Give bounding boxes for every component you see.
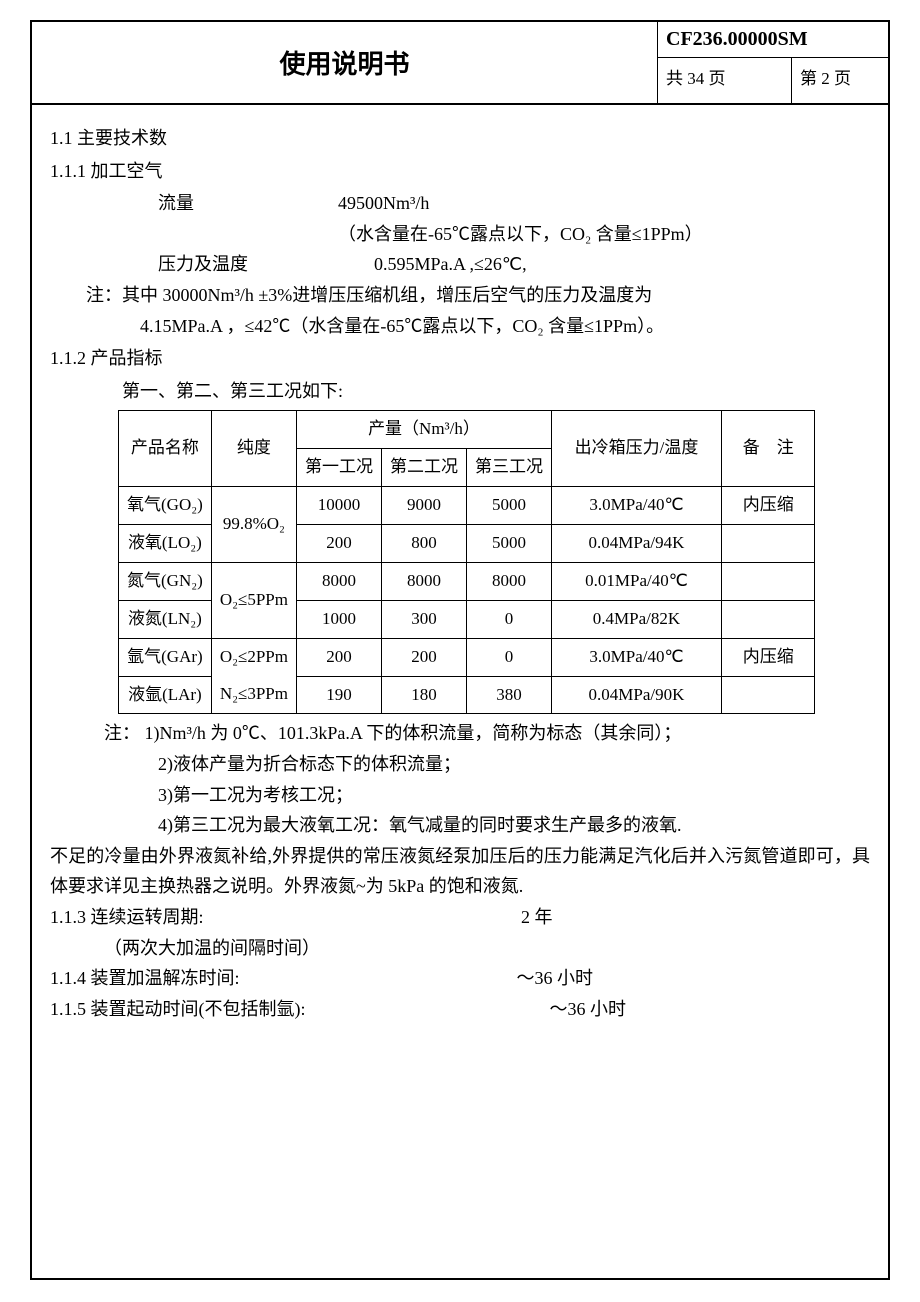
- flow-value: 49500Nm³/h: [338, 188, 429, 219]
- note-1-text: 1)Nm³/h 为 0℃、101.3kPa.A 下的体积流量，简称为标态（其余同…: [145, 723, 682, 743]
- page-number: 第 2 页: [792, 58, 888, 103]
- cell-c3: 8000: [466, 562, 551, 600]
- cell-c2: 8000: [381, 562, 466, 600]
- cell-remark: [721, 676, 815, 714]
- table-row: 氧气(GO₂) 99.8%O₂ 10000 9000 5000 3.0MPa/4…: [119, 487, 815, 525]
- cell-c1: 1000: [296, 600, 381, 638]
- section-1-1-1: 1.1.1 加工空气: [50, 156, 870, 187]
- cell-name: 液氩(LAr): [119, 676, 212, 714]
- cell-c2: 800: [381, 525, 466, 563]
- press-label: 压力及温度: [50, 249, 374, 280]
- cell-c1: 190: [296, 676, 381, 714]
- s115-value: ～36 小时: [306, 994, 871, 1025]
- cell-purity: 99.8%O₂: [211, 487, 296, 563]
- cell-remark: 内压缩: [721, 487, 815, 525]
- cell-purity: O₂≤2PPm: [211, 638, 296, 676]
- cell-name: 液氮(LN₂): [119, 600, 212, 638]
- flow-line: 流量 49500Nm³/h: [50, 188, 870, 219]
- flow-note: （水含量在-65℃露点以下，CO₂ 含量≤1PPm）: [50, 219, 870, 250]
- main-note-2: 4.15MPa.A ，≤42℃（水含量在-65℃露点以下，CO₂ 含量≤1PPm…: [50, 311, 870, 342]
- cell-pt: 0.04MPa/94K: [551, 525, 721, 563]
- cell-remark: [721, 600, 815, 638]
- cell-c3: 0: [466, 600, 551, 638]
- header: 使用说明书 CF236.00000SM 共 34 页 第 2 页: [32, 22, 888, 105]
- cell-c1: 200: [296, 525, 381, 563]
- s114-label: 1.1.4 装置加温解冻时间:: [50, 963, 240, 994]
- header-pages: 共 34 页 第 2 页: [658, 58, 888, 103]
- cell-c3: 5000: [466, 525, 551, 563]
- s114-value: ～36 小时: [240, 963, 870, 994]
- document-code: CF236.00000SM: [658, 22, 888, 58]
- cell-c2: 200: [381, 638, 466, 676]
- section-1-1-4: 1.1.4 装置加温解冻时间: ～36 小时: [50, 963, 870, 994]
- cell-c1: 10000: [296, 487, 381, 525]
- s115-label: 1.1.5 装置起动时间(不包括制氩):: [50, 994, 306, 1025]
- table-intro: 第一、第二、第三工况如下:: [50, 376, 870, 407]
- cell-c2: 9000: [381, 487, 466, 525]
- s113-sub: （两次大加温的间隔时间）: [50, 933, 870, 964]
- table-row: 氩气(GAr) O₂≤2PPm 200 200 0 3.0MPa/40℃ 内压缩: [119, 638, 815, 676]
- col-remark: 备 注: [721, 411, 815, 487]
- col-c3: 第三工况: [466, 449, 551, 487]
- table-row: 液氩(LAr) N₂≤3PPm 190 180 380 0.04MPa/90K: [119, 676, 815, 714]
- cell-c2: 180: [381, 676, 466, 714]
- cell-pt: 0.04MPa/90K: [551, 676, 721, 714]
- cell-purity-2: N₂≤3PPm: [211, 676, 296, 714]
- content: 1.1 主要技术数 1.1.1 加工空气 流量 49500Nm³/h （水含量在…: [32, 105, 888, 1040]
- note-3: 3)第一工况为考核工况；: [50, 780, 870, 811]
- flow-label: 流量: [50, 188, 338, 219]
- cell-pt: 3.0MPa/40℃: [551, 638, 721, 676]
- note-1: 注： 1)Nm³/h 为 0℃、101.3kPa.A 下的体积流量，简称为标态（…: [50, 718, 870, 749]
- cell-remark: [721, 525, 815, 563]
- cell-c1: 200: [296, 638, 381, 676]
- cell-purity: O₂≤5PPm: [211, 562, 296, 638]
- document-title: 使用说明书: [32, 22, 658, 103]
- note-lead: 注：: [50, 723, 140, 743]
- table-header-row: 产品名称 纯度 产量（Nm³/h） 出冷箱压力/温度 备 注: [119, 411, 815, 449]
- note-4a: 4)第三工况为最大液氧工况：氧气减量的同时要求生产最多的液氧.: [50, 810, 870, 841]
- cell-name: 氧气(GO₂): [119, 487, 212, 525]
- cell-pt: 0.01MPa/40℃: [551, 562, 721, 600]
- table-row: 氮气(GN₂) O₂≤5PPm 8000 8000 8000 0.01MPa/4…: [119, 562, 815, 600]
- col-output-group: 产量（Nm³/h）: [296, 411, 551, 449]
- note-4b: 不足的冷量由外界液氮补给,外界提供的常压液氮经泵加压后的压力能满足汽化后并入污氮…: [50, 841, 870, 902]
- col-name: 产品名称: [119, 411, 212, 487]
- cell-c2: 300: [381, 600, 466, 638]
- header-right: CF236.00000SM 共 34 页 第 2 页: [658, 22, 888, 103]
- cell-c3: 380: [466, 676, 551, 714]
- cell-name: 氮气(GN₂): [119, 562, 212, 600]
- col-c1: 第一工况: [296, 449, 381, 487]
- col-pt: 出冷箱压力/温度: [551, 411, 721, 487]
- s113-label: 1.1.3 连续运转周期:: [50, 902, 204, 933]
- main-note-1: 注：其中 30000Nm³/h ±3%进增压压缩机组，增压后空气的压力及温度为: [50, 280, 870, 311]
- cell-pt: 0.4MPa/82K: [551, 600, 721, 638]
- press-value: 0.595MPa.A ,≤26℃,: [374, 249, 527, 280]
- note-2: 2)液体产量为折合标态下的体积流量；: [50, 749, 870, 780]
- spec-table: 产品名称 纯度 产量（Nm³/h） 出冷箱压力/温度 备 注 第一工况 第二工况…: [118, 410, 815, 714]
- col-purity: 纯度: [211, 411, 296, 487]
- cell-c3: 5000: [466, 487, 551, 525]
- cell-c1: 8000: [296, 562, 381, 600]
- s113-value: 2 年: [204, 902, 870, 933]
- press-line: 压力及温度 0.595MPa.A ,≤26℃,: [50, 249, 870, 280]
- notes-block: 注： 1)Nm³/h 为 0℃、101.3kPa.A 下的体积流量，简称为标态（…: [50, 718, 870, 902]
- cell-remark: 内压缩: [721, 638, 815, 676]
- section-1-1-3: 1.1.3 连续运转周期: 2 年: [50, 902, 870, 933]
- section-1-1-2: 1.1.2 产品指标: [50, 343, 870, 374]
- cell-c3: 0: [466, 638, 551, 676]
- total-pages: 共 34 页: [658, 58, 792, 103]
- section-1-1-5: 1.1.5 装置起动时间(不包括制氩): ～36 小时: [50, 994, 870, 1025]
- page-frame: 使用说明书 CF236.00000SM 共 34 页 第 2 页 1.1 主要技…: [30, 20, 890, 1280]
- cell-name: 氩气(GAr): [119, 638, 212, 676]
- cell-pt: 3.0MPa/40℃: [551, 487, 721, 525]
- col-c2: 第二工况: [381, 449, 466, 487]
- cell-remark: [721, 562, 815, 600]
- section-1-1: 1.1 主要技术数: [50, 123, 870, 154]
- cell-name: 液氧(LO₂): [119, 525, 212, 563]
